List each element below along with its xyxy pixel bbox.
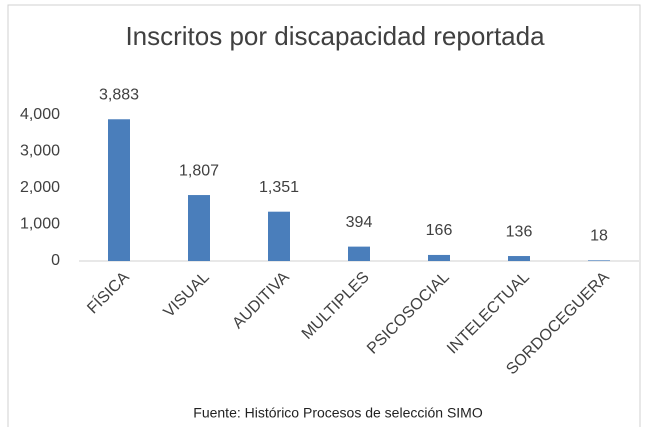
bar xyxy=(428,254,450,261)
chart-title: Inscritos por discapacidad reportada xyxy=(125,21,545,51)
x-tick-label: MULTIPLES xyxy=(299,269,373,343)
x-tick-label: INTELECTUAL xyxy=(444,269,533,358)
bar xyxy=(268,211,290,261)
data-label: 3,883 xyxy=(99,86,139,103)
bar xyxy=(508,256,530,261)
y-tick-label: 2,000 xyxy=(20,179,60,196)
data-label: 394 xyxy=(346,214,373,231)
y-tick-label: 3,000 xyxy=(20,143,60,160)
source-note: Fuente: Histórico Procesos de selección … xyxy=(193,405,483,421)
x-tick-label: AUDITIVA xyxy=(229,269,293,333)
data-label: 1,351 xyxy=(259,179,299,196)
x-tick-label: VISUAL xyxy=(161,269,213,321)
data-label: 18 xyxy=(590,228,608,245)
bar xyxy=(588,260,610,261)
x-tick-label: FÍSICA xyxy=(83,267,133,317)
bar xyxy=(188,195,210,261)
data-label: 166 xyxy=(426,222,453,239)
chart-frame xyxy=(7,4,641,427)
data-label: 1,807 xyxy=(179,162,219,179)
y-tick-label: 1,000 xyxy=(20,216,60,233)
data-label: 136 xyxy=(506,223,533,240)
y-tick-label: 0 xyxy=(51,252,60,269)
bar xyxy=(348,246,370,261)
x-tick-label: PSICOSOCIAL xyxy=(364,269,453,358)
y-tick-label: 4,000 xyxy=(20,106,60,123)
bar xyxy=(108,119,130,261)
